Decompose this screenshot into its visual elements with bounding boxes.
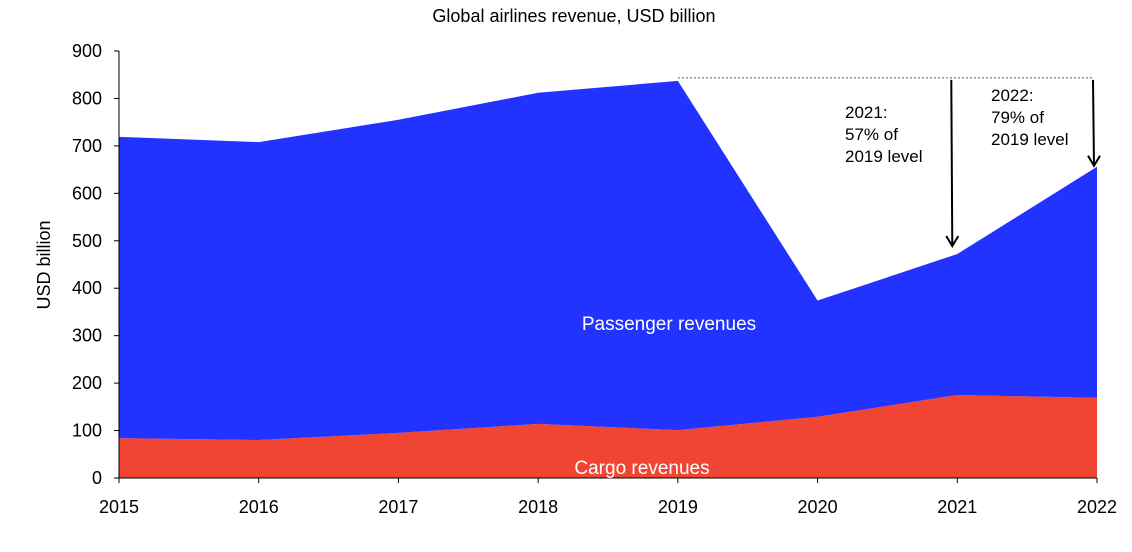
y-tick-label: 300 [72,326,102,346]
y-tick-label: 0 [92,468,102,488]
annotation-text-2021: 57% of [845,125,898,144]
area-passenger-revenues [119,80,1097,441]
series-label-passenger: Passenger revenues [582,314,756,335]
annotation-text-2022: 79% of [991,108,1044,127]
area-cargo-revenues [119,394,1097,478]
x-tick-label: 2020 [798,497,838,517]
x-tick-label: 2021 [937,497,977,517]
y-tick-label: 700 [72,136,102,156]
x-tick-label: 2015 [99,497,139,517]
y-tick-label: 200 [72,373,102,393]
y-axis-label: USD billion [34,220,54,309]
x-tick-label: 2018 [518,497,558,517]
annotation-text-2021: 2021: [845,103,888,122]
x-tick-label: 2022 [1077,497,1117,517]
annotation-text-2022: 2019 level [991,130,1069,149]
annotation-arrow-2022 [1092,79,1095,166]
y-tick-label: 900 [72,41,102,61]
x-tick-label: 2016 [239,497,279,517]
y-tick-label: 600 [72,183,102,203]
annotation-text-2022: 2022: [991,86,1034,105]
arrowhead-icon [1087,155,1101,168]
x-tick-label: 2019 [658,497,698,517]
arrowhead-icon [945,235,960,249]
y-tick-label: 400 [72,278,102,298]
annotation-arrow-2021 [950,79,954,247]
chart-title: Global airlines revenue, USD billion [432,6,715,26]
annotation-text-2021: 2019 level [845,147,923,166]
x-tick-label: 2017 [378,497,418,517]
series-label-cargo: Cargo revenues [574,458,709,479]
y-tick-label: 100 [72,421,102,441]
y-tick-label: 800 [72,88,102,108]
y-tick-label: 500 [72,231,102,251]
